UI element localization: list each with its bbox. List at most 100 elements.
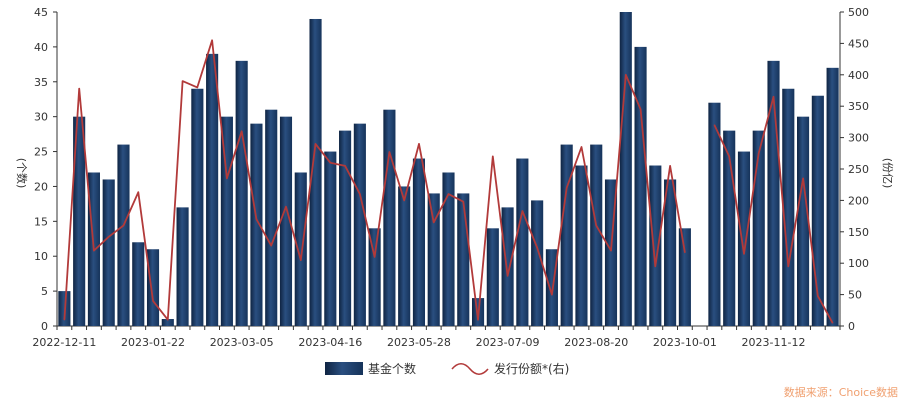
bar (634, 46, 647, 327)
y-tick-label-right: 200 (848, 194, 869, 207)
bar (412, 158, 426, 326)
legend-line-swatch (451, 362, 489, 376)
bar (368, 228, 381, 326)
bar (782, 88, 795, 326)
line-point (787, 265, 789, 267)
y-tick-label-left: 45 (34, 6, 48, 19)
bar (339, 130, 352, 326)
line-point (388, 151, 391, 153)
line-point (595, 224, 597, 227)
y-tick-label-right: 150 (848, 226, 869, 239)
x-tick-label: 2023-05-28 (387, 336, 451, 349)
bar (531, 200, 544, 326)
line-point (772, 96, 775, 98)
bar (279, 116, 293, 327)
line-point (433, 221, 435, 223)
bar (516, 158, 529, 326)
bar (265, 109, 278, 326)
bar (206, 53, 219, 326)
line-point (108, 236, 110, 238)
line-point (300, 259, 302, 261)
bar (191, 88, 204, 326)
bar (708, 102, 721, 326)
legend-bar-swatch (325, 362, 363, 375)
line-point (196, 86, 198, 88)
line-point (226, 177, 228, 180)
line-point (329, 162, 331, 164)
y-tick-label-left: 15 (34, 215, 48, 228)
x-tick-label: 2022-12-11 (32, 336, 96, 349)
bar (442, 172, 455, 326)
line-point (625, 74, 627, 76)
line-point (684, 251, 686, 254)
line-point (181, 80, 184, 82)
y-tick-label-left: 0 (41, 320, 48, 333)
bar (176, 207, 189, 326)
bar (324, 151, 337, 326)
bar (161, 319, 174, 326)
bar (294, 172, 307, 326)
bar (649, 165, 662, 326)
line-point (728, 155, 730, 158)
y-tick-label-right: 300 (848, 132, 869, 145)
line-point (314, 143, 317, 145)
y-tick-label-right: 100 (848, 257, 869, 270)
line-point (270, 245, 272, 247)
y-tick-label-right: 500 (848, 6, 869, 19)
line-point (403, 199, 405, 201)
bar (102, 179, 115, 326)
y-tick-label-right: 50 (848, 289, 862, 302)
bar (501, 207, 514, 326)
source-note: 数据来源：Choice数据 (784, 385, 898, 399)
line-point (63, 319, 65, 321)
line-point (152, 300, 154, 302)
line-point (78, 88, 80, 90)
bar (619, 12, 632, 326)
legend-bar-label: 基金个数 (368, 361, 416, 376)
bar (132, 242, 145, 326)
line-point (610, 250, 612, 252)
y-tick-label-right: 400 (848, 69, 869, 82)
line-point (418, 143, 420, 145)
y-tick-label-left: 10 (34, 250, 48, 263)
bar (220, 116, 233, 327)
line-point (654, 265, 656, 267)
line-point (817, 295, 819, 297)
line-point (521, 210, 523, 212)
bar (73, 116, 86, 327)
bar (575, 165, 588, 326)
bar (797, 116, 810, 327)
line-point (758, 152, 760, 154)
line-point (359, 193, 361, 195)
line-point (492, 155, 494, 158)
line-point (285, 206, 287, 208)
x-tick-label: 2023-10-01 (653, 336, 717, 349)
line-point (211, 39, 213, 41)
bars-layer (58, 12, 839, 327)
bar (486, 228, 499, 326)
y-tick-label-left: 5 (41, 285, 48, 298)
y-tick-label-right: 350 (848, 100, 869, 113)
bar (353, 123, 366, 327)
bar (560, 144, 573, 326)
legend-line-label: 发行份额*(右) (494, 361, 569, 376)
x-tick-label: 2023-01-22 (121, 336, 185, 349)
line-point (255, 218, 258, 220)
bar (678, 228, 691, 326)
y-tick-label-right: 250 (848, 163, 869, 176)
line-point (639, 108, 642, 110)
bar (235, 60, 248, 326)
y-tick-label-left: 35 (34, 76, 48, 89)
line-point (344, 165, 346, 167)
y-tick-label-left: 30 (34, 111, 48, 124)
bar (309, 18, 322, 326)
line-point (506, 275, 509, 277)
line-point (137, 191, 139, 193)
x-tick-label: 2023-07-09 (476, 336, 540, 349)
y-axis-title-right: (份亿) (881, 158, 894, 189)
line-point (669, 165, 671, 167)
bar (146, 249, 160, 326)
y-tick-label-left: 20 (34, 180, 48, 193)
line-point (580, 146, 583, 148)
